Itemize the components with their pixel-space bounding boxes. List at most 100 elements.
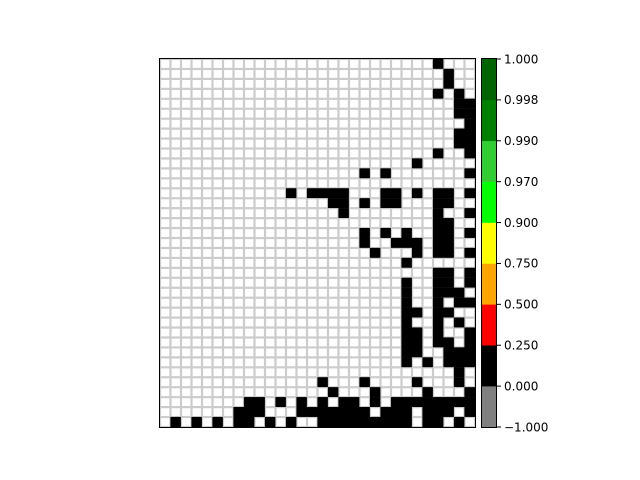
heatmap-cell-filled	[443, 188, 455, 199]
heatmap-cell	[222, 416, 234, 428]
heatmap-cell-filled	[453, 367, 465, 378]
heatmap-cell	[327, 377, 339, 388]
heatmap-cell	[222, 357, 234, 368]
heatmap-cell-filled	[432, 397, 444, 408]
heatmap-cell	[369, 407, 381, 418]
heatmap-cell	[159, 387, 171, 398]
heatmap-cell	[296, 128, 308, 139]
heatmap-cell	[411, 367, 423, 378]
heatmap-cell	[296, 317, 308, 328]
heatmap-cell	[359, 208, 371, 219]
heatmap-cell	[296, 138, 308, 149]
heatmap-cell-filled	[432, 237, 444, 249]
heatmap-cell	[264, 148, 276, 159]
heatmap-cell-filled	[243, 407, 255, 418]
heatmap-cell	[453, 337, 465, 348]
heatmap-cell	[285, 168, 297, 179]
heatmap-cell	[201, 327, 213, 338]
heatmap-cell	[222, 257, 234, 268]
heatmap-cell	[306, 118, 318, 129]
heatmap-cell	[422, 68, 434, 79]
heatmap-cell	[191, 357, 203, 368]
heatmap-cell	[212, 88, 224, 99]
heatmap-cell	[243, 118, 255, 129]
heatmap-cell	[317, 297, 329, 308]
heatmap-cell	[306, 198, 318, 209]
heatmap-cell	[264, 98, 276, 109]
heatmap-cell	[285, 287, 297, 298]
heatmap-cell-filled	[464, 168, 476, 179]
heatmap-cell	[296, 277, 308, 288]
heatmap-cell	[348, 148, 360, 159]
heatmap-cell	[170, 397, 182, 408]
colorbar-tick-label: 0.900	[504, 216, 538, 230]
heatmap-cell	[159, 416, 171, 428]
heatmap-cell-filled	[453, 397, 465, 408]
heatmap-cell	[296, 188, 308, 199]
heatmap-cell	[359, 367, 371, 378]
heatmap-cell	[443, 327, 455, 338]
heatmap-cell	[443, 178, 455, 189]
heatmap-cell	[159, 58, 171, 70]
heatmap-cell	[170, 327, 182, 338]
heatmap-cell	[453, 218, 465, 229]
heatmap-cell-filled	[327, 188, 339, 199]
heatmap-cell	[453, 168, 465, 179]
heatmap-cell	[359, 337, 371, 348]
heatmap-cell-filled	[432, 227, 444, 239]
heatmap-cell	[411, 118, 423, 129]
heatmap-cell	[338, 297, 350, 308]
heatmap-cell	[306, 347, 318, 358]
heatmap-cell	[191, 198, 203, 209]
heatmap-cell	[243, 68, 255, 79]
heatmap-cell	[254, 317, 266, 328]
heatmap-cell	[233, 267, 245, 278]
heatmap-cell	[296, 227, 308, 239]
heatmap-cell	[359, 357, 371, 368]
heatmap-cell-filled	[411, 307, 423, 318]
heatmap-cell	[233, 78, 245, 89]
heatmap-cell	[180, 357, 192, 368]
heatmap-cell	[170, 198, 182, 209]
heatmap-cell	[296, 78, 308, 89]
heatmap-cell	[422, 188, 434, 199]
heatmap-cell	[180, 58, 192, 70]
heatmap-cell	[222, 407, 234, 418]
heatmap-cell	[264, 347, 276, 358]
heatmap-cell	[390, 347, 402, 358]
heatmap-cell	[212, 307, 224, 318]
heatmap-cell	[422, 148, 434, 159]
heatmap-cell	[233, 168, 245, 179]
heatmap-cell	[264, 277, 276, 288]
colorbar: −1.000 0.000 0.250 0.500 0.750 0.900 0.970 0.99…	[481, 52, 548, 434]
heatmap-cell	[464, 68, 476, 79]
heatmap-cell-filled	[453, 108, 465, 119]
heatmap-cell-filled	[390, 397, 402, 408]
heatmap-cell	[275, 148, 287, 159]
heatmap-cell-filled	[317, 397, 329, 408]
heatmap-cell	[306, 148, 318, 159]
heatmap-cell-filled	[401, 277, 413, 288]
heatmap-cell	[443, 297, 455, 308]
heatmap-cell	[233, 377, 245, 388]
heatmap-cell	[380, 88, 392, 99]
heatmap-cell	[296, 237, 308, 249]
heatmap-cell	[327, 257, 339, 268]
heatmap-cell	[390, 257, 402, 268]
heatmap-cell	[338, 247, 350, 259]
heatmap-cell	[401, 58, 413, 70]
heatmap-cell	[233, 317, 245, 328]
heatmap-cell	[212, 118, 224, 129]
heatmap-cell	[275, 307, 287, 318]
heatmap-cell	[443, 416, 455, 428]
heatmap-cell-filled	[327, 416, 339, 428]
heatmap-cell	[201, 416, 213, 428]
heatmap-cell	[275, 407, 287, 418]
heatmap-cell	[327, 247, 339, 259]
heatmap-cell	[285, 208, 297, 219]
heatmap-cell	[453, 148, 465, 159]
heatmap-cell	[317, 327, 329, 338]
heatmap-cell	[170, 108, 182, 119]
colorbar-tick-label: 0.500	[504, 298, 538, 312]
